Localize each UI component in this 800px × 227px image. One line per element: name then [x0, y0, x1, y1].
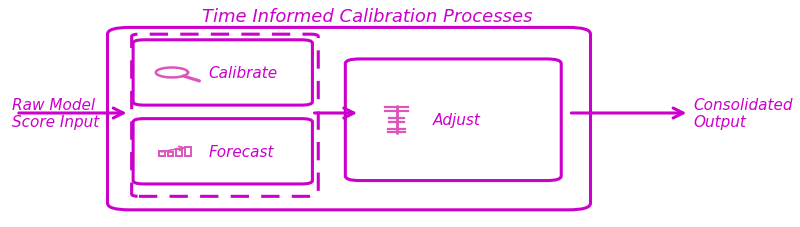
Text: Forecast: Forecast [209, 144, 274, 159]
Text: Time Informed Calibration Processes: Time Informed Calibration Processes [202, 8, 533, 26]
FancyBboxPatch shape [133, 119, 313, 184]
FancyBboxPatch shape [133, 41, 313, 106]
Text: Adjust: Adjust [433, 113, 481, 128]
Text: Calibrate: Calibrate [209, 66, 278, 81]
FancyBboxPatch shape [346, 60, 562, 181]
Text: Consolidated
Output: Consolidated Output [693, 97, 793, 130]
Text: Raw Model
Score Input: Raw Model Score Input [12, 97, 100, 130]
FancyBboxPatch shape [107, 28, 590, 210]
